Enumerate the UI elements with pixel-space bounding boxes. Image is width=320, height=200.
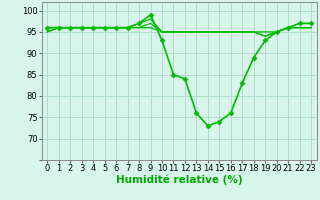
X-axis label: Humidité relative (%): Humidité relative (%) — [116, 175, 243, 185]
